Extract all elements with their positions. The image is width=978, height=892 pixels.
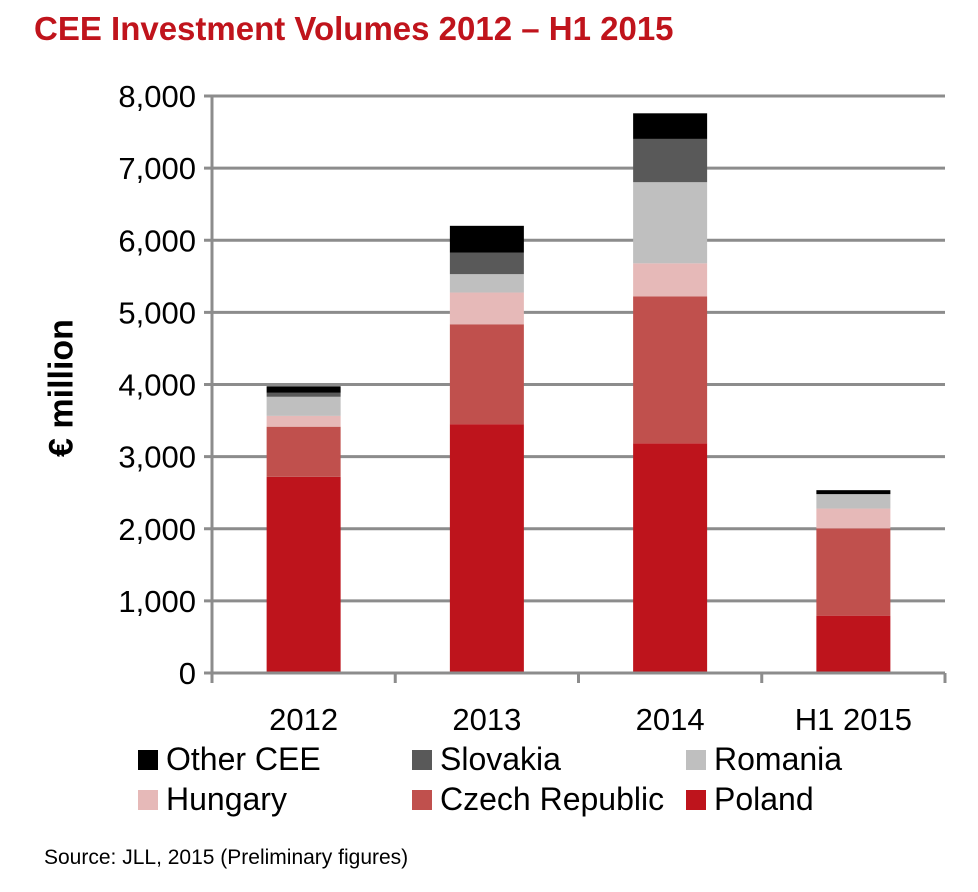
legend-label: Poland — [714, 781, 814, 817]
legend-item: Czech Republic — [412, 781, 664, 818]
bar-segment-romania — [633, 182, 708, 264]
bar-segment-slovakia — [449, 252, 524, 275]
legend-item: Romania — [686, 741, 842, 778]
legend-swatch — [138, 789, 158, 810]
y-tick-label: 0 — [179, 656, 196, 691]
legend-item: Other CEE — [138, 741, 321, 778]
bar-segment-hungary — [633, 263, 708, 297]
legend-swatch — [412, 749, 432, 770]
bar-segment-other-cee — [449, 225, 524, 253]
legend-item: Poland — [686, 781, 814, 818]
y-tick-label: 3,000 — [118, 440, 196, 475]
legend-label: Romania — [714, 741, 843, 777]
bar-segment-czech-republic — [449, 324, 524, 425]
legend-label: Slovakia — [440, 741, 561, 777]
legend-swatch — [412, 789, 432, 810]
y-tick-label: 1,000 — [118, 584, 196, 619]
bar-segment-slovakia — [266, 392, 341, 397]
bar-segment-poland — [633, 443, 708, 673]
legend-label: Czech Republic — [440, 781, 665, 817]
bar-segment-czech-republic — [266, 426, 341, 477]
bar-segment-hungary — [816, 508, 891, 529]
bar-segment-poland — [266, 476, 341, 673]
bar-segment-czech-republic — [816, 528, 891, 616]
legend-item: Hungary — [138, 781, 287, 818]
y-tick-label: 6,000 — [118, 223, 196, 258]
legend-label: Hungary — [166, 781, 287, 817]
bar-segment-hungary — [266, 415, 341, 427]
bar-segment-poland — [816, 615, 891, 673]
y-tick-label: 7,000 — [118, 151, 196, 186]
x-tick-label: 2014 — [636, 702, 705, 737]
chart-title: CEE Investment Volumes 2012 – H1 2015 — [34, 10, 674, 47]
y-tick-label: 4,000 — [118, 368, 196, 403]
bar-segment-slovakia — [633, 138, 708, 183]
bar-segment-romania — [266, 396, 341, 416]
y-tick-label: 8,000 — [118, 79, 196, 114]
legend-swatch — [138, 749, 158, 770]
bar-segment-other-cee — [816, 490, 891, 495]
bar-segment-romania — [449, 274, 524, 293]
x-tick-label: 2013 — [452, 702, 521, 737]
bar-segment-czech-republic — [633, 296, 708, 444]
legend-item: Slovakia — [412, 741, 561, 778]
legend-swatch — [686, 749, 706, 770]
bar-segment-hungary — [449, 292, 524, 325]
bar-segment-poland — [449, 424, 524, 673]
legend-swatch — [686, 789, 706, 810]
source-note: Source: JLL, 2015 (Preliminary figures) — [44, 846, 409, 869]
y-tick-label: 5,000 — [118, 295, 196, 330]
y-tick-label: 2,000 — [118, 512, 196, 547]
x-tick-label: 2012 — [269, 702, 338, 737]
bar-segment-other-cee — [633, 113, 708, 139]
legend-label: Other CEE — [166, 741, 321, 777]
bar-segment-other-cee — [266, 386, 341, 393]
bar-segment-romania — [816, 494, 891, 509]
x-tick-label: H1 2015 — [795, 702, 912, 737]
